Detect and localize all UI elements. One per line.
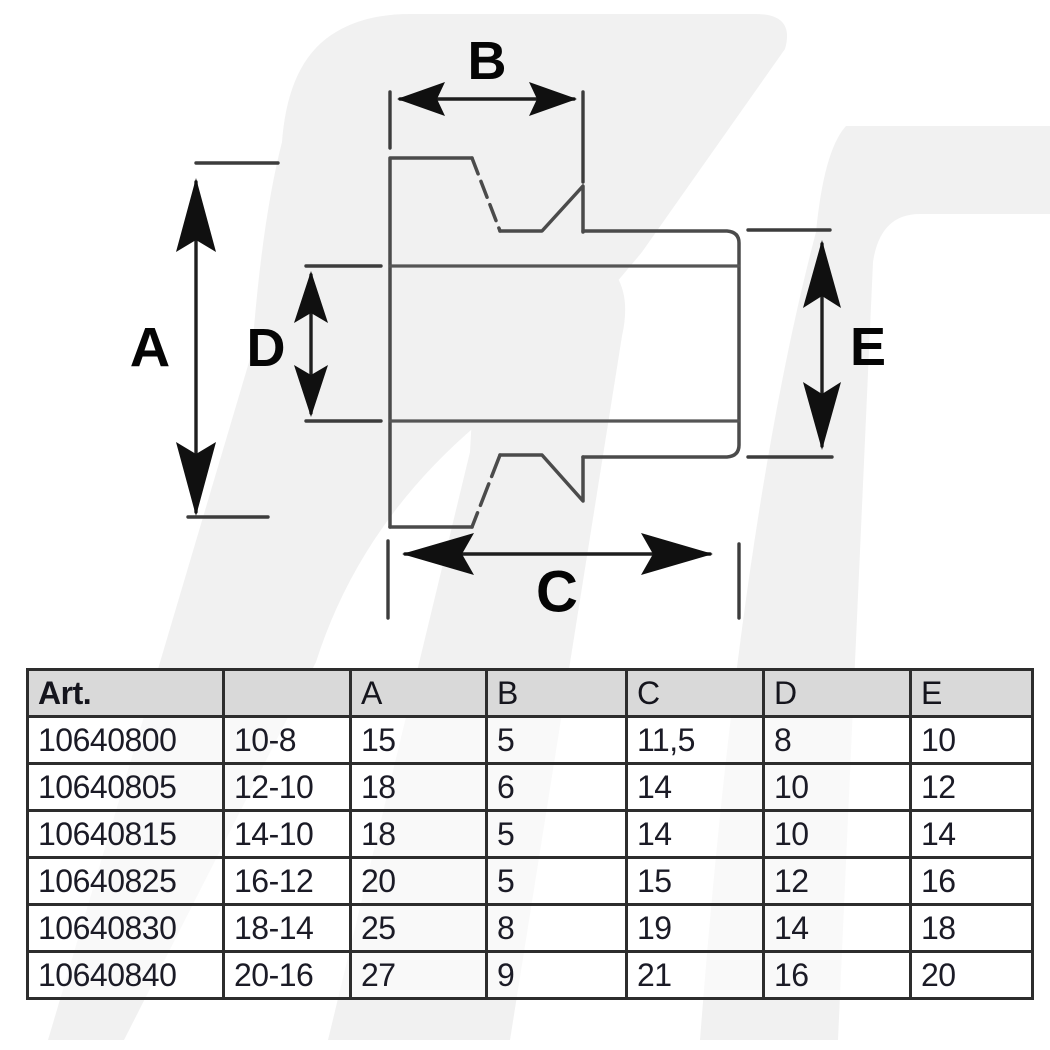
value-cell: 9 <box>485 950 628 1000</box>
value-cell: 12 <box>909 762 1034 812</box>
fitting-drawing: A D B E C <box>130 31 886 625</box>
value-cell: 16-12 <box>222 856 352 906</box>
value-cell: 8 <box>762 715 912 765</box>
value-cell: 12 <box>762 856 912 906</box>
article-number-cell: 10640830 <box>26 903 225 953</box>
dimension-D: D <box>247 264 383 423</box>
value-cell: 18-14 <box>222 903 352 953</box>
value-cell: 14 <box>762 903 912 953</box>
table-row: 10640800 10-8 15 5 11,5 8 10 <box>26 715 1034 765</box>
value-cell: 19 <box>625 903 765 953</box>
header-row: Art. A B C D E <box>26 668 1034 718</box>
value-cell: 8 <box>485 903 628 953</box>
col-header-E: E <box>909 668 1034 718</box>
col-header-C: C <box>625 668 765 718</box>
spec-table-header: Art. A B C D E <box>26 668 1034 718</box>
value-cell: 25 <box>349 903 488 953</box>
dim-label-a: A <box>130 316 170 379</box>
spec-table: Art. A B C D E 10640800 10-8 15 5 11,5 8 10 10640805… <box>26 668 1034 1000</box>
dim-label-e: E <box>850 317 886 377</box>
table-row: 10640805 12-10 18 6 14 10 12 <box>26 762 1034 812</box>
value-cell: 18 <box>909 903 1034 953</box>
value-cell: 10 <box>762 809 912 859</box>
value-cell: 20-16 <box>222 950 352 1000</box>
table-row: 10640840 20-16 27 9 21 16 20 <box>26 950 1034 1000</box>
value-cell: 14-10 <box>222 809 352 859</box>
value-cell: 5 <box>485 715 628 765</box>
value-cell: 15 <box>625 856 765 906</box>
table-row: 10640830 18-14 25 8 19 14 18 <box>26 903 1034 953</box>
value-cell: 15 <box>349 715 488 765</box>
value-cell: 12-10 <box>222 762 352 812</box>
value-cell: 10-8 <box>222 715 352 765</box>
article-number-cell: 10640825 <box>26 856 225 906</box>
value-cell: 27 <box>349 950 488 1000</box>
value-cell: 21 <box>625 950 765 1000</box>
value-cell: 20 <box>349 856 488 906</box>
col-header-art: Art. <box>26 668 225 718</box>
hex-chamfer-bottom-left <box>470 453 502 529</box>
spec-table-body: 10640800 10-8 15 5 11,5 8 10 10640805 12-10 18 6 14… <box>26 715 1034 1000</box>
col-header-D: D <box>762 668 912 718</box>
col-header-A: A <box>349 668 488 718</box>
article-number-cell: 10640805 <box>26 762 225 812</box>
value-cell: 11,5 <box>625 715 765 765</box>
dim-label-b: B <box>468 31 507 91</box>
table-row: 10640825 16-12 20 5 15 12 16 <box>26 856 1034 906</box>
value-cell: 16 <box>762 950 912 1000</box>
spigot-outline <box>581 229 741 459</box>
table-row: 10640815 14-10 18 5 14 10 14 <box>26 809 1034 859</box>
dimension-A: A <box>130 161 280 519</box>
value-cell: 10 <box>762 762 912 812</box>
value-cell: 18 <box>349 809 488 859</box>
article-number-cell: 10640815 <box>26 809 225 859</box>
part-outline <box>388 156 741 529</box>
value-cell: 14 <box>625 809 765 859</box>
value-cell: 18 <box>349 762 488 812</box>
dimension-E: E <box>746 228 886 459</box>
value-cell: 14 <box>909 809 1034 859</box>
dimension-B: B <box>388 31 585 184</box>
col-header-blank <box>222 668 352 718</box>
value-cell: 6 <box>485 762 628 812</box>
value-cell: 14 <box>625 762 765 812</box>
hex-chamfer-top-left <box>470 156 502 233</box>
value-cell: 5 <box>485 809 628 859</box>
article-number-cell: 10640800 <box>26 715 225 765</box>
value-cell: 20 <box>909 950 1034 1000</box>
col-header-B: B <box>485 668 628 718</box>
dim-label-c: C <box>536 560 578 625</box>
value-cell: 10 <box>909 715 1034 765</box>
article-number-cell: 10640840 <box>26 950 225 1000</box>
value-cell: 16 <box>909 856 1034 906</box>
dimension-C: C <box>386 533 741 625</box>
value-cell: 5 <box>485 856 628 906</box>
dim-label-d: D <box>247 318 286 378</box>
